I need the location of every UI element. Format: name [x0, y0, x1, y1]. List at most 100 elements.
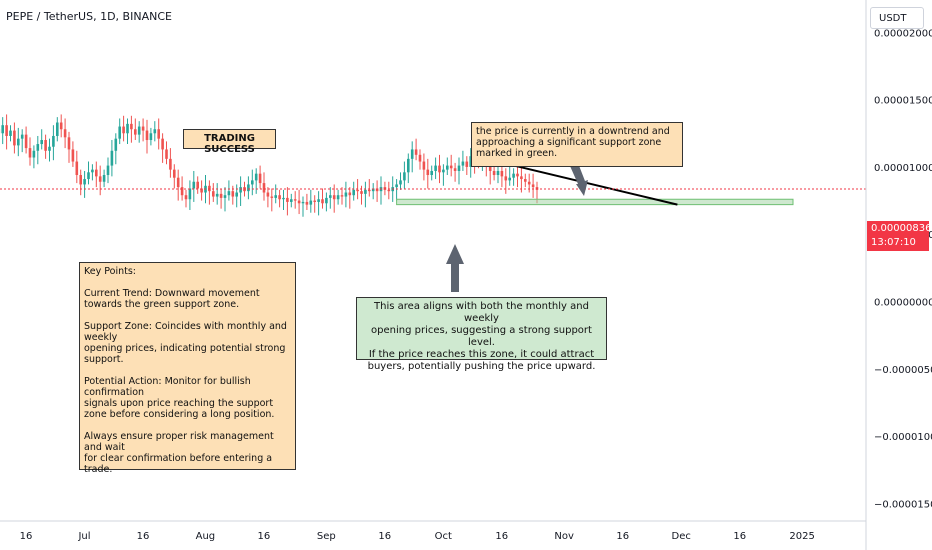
candle-body: [157, 129, 160, 139]
bar-countdown: 13:07:10: [871, 237, 916, 248]
candle: [141, 118, 145, 142]
candle: [254, 168, 258, 194]
candle: [196, 176, 199, 194]
candle: [71, 141, 75, 167]
candle-body: [500, 170, 504, 177]
candle-body: [5, 125, 8, 136]
candle: [418, 149, 422, 170]
candle: [20, 129, 24, 153]
candle: [102, 169, 106, 188]
candle: [317, 191, 320, 216]
candle: [192, 170, 196, 202]
currency-button[interactable]: USDT: [870, 7, 924, 29]
candle-body: [438, 165, 441, 173]
candle: [395, 179, 398, 201]
y-tick-label: 0.00001000: [874, 163, 932, 174]
candle-body: [180, 187, 184, 196]
candle: [13, 122, 16, 154]
candle: [262, 172, 266, 201]
candle: [446, 157, 449, 176]
candle: [449, 154, 453, 177]
candle-body: [20, 134, 24, 139]
candle-body: [153, 129, 157, 134]
candle: [414, 138, 418, 161]
candle-body: [176, 177, 180, 188]
candle: [348, 187, 352, 209]
candle-body: [508, 177, 511, 181]
candle: [438, 154, 441, 184]
candle-body: [52, 135, 55, 147]
candle: [375, 180, 379, 202]
candle: [67, 131, 71, 163]
candle-body: [44, 140, 47, 151]
candle: [364, 181, 367, 208]
candle: [126, 118, 129, 145]
candle: [469, 148, 472, 178]
candle-body: [235, 192, 238, 197]
candle: [165, 141, 168, 165]
x-tick-label: 16: [495, 531, 508, 542]
candle: [442, 164, 445, 186]
y-tick-label: 0.00001500: [874, 96, 932, 107]
candle-body: [71, 149, 75, 162]
candle-body: [457, 165, 461, 171]
candle-body: [67, 137, 71, 150]
candle: [340, 187, 344, 205]
candle: [410, 141, 414, 173]
candle: [17, 127, 20, 157]
candle-body: [63, 129, 67, 138]
candle-body: [313, 200, 316, 202]
candle: [40, 129, 43, 150]
candle: [500, 165, 504, 188]
candle: [321, 188, 324, 209]
candle: [184, 189, 188, 208]
candle-body: [1, 125, 4, 134]
candle: [91, 164, 94, 181]
y-tick-label: −0.00000500: [874, 365, 932, 376]
candle-body: [371, 188, 375, 192]
candle-body: [219, 193, 223, 198]
candle: [368, 179, 371, 197]
candle: [329, 187, 332, 209]
candle: [383, 181, 387, 196]
candle-body: [258, 173, 262, 184]
candle-body: [184, 195, 188, 200]
candle: [153, 121, 157, 142]
current-price-tag: 0.00000836 13:07:10: [867, 221, 932, 251]
candle-body: [418, 154, 422, 162]
candle: [95, 161, 98, 188]
candle: [453, 162, 457, 182]
candle-body: [227, 191, 231, 196]
candle-body: [165, 149, 168, 159]
candle: [106, 157, 110, 184]
candle-body: [32, 150, 36, 158]
candle: [286, 187, 289, 216]
candle-body: [520, 176, 523, 180]
candle-body: [118, 126, 121, 139]
candle-body: [102, 175, 106, 182]
candle-body: [223, 195, 227, 198]
candle: [75, 150, 79, 184]
candle: [516, 165, 519, 188]
candle-body: [134, 129, 137, 135]
candle: [32, 145, 36, 169]
candle-body: [161, 138, 164, 150]
candle: [28, 137, 32, 166]
candle: [297, 189, 301, 215]
candle: [227, 180, 231, 201]
candle-body: [75, 161, 79, 176]
candle: [301, 196, 305, 217]
candle: [114, 133, 118, 165]
candle-body: [173, 169, 176, 178]
candle: [9, 125, 12, 142]
candle-body: [512, 173, 515, 178]
candle-body: [87, 172, 90, 180]
candle-body: [426, 169, 430, 176]
current-price-value: 0.00000836: [871, 223, 932, 234]
x-tick-label: 16: [733, 531, 746, 542]
candle-body: [325, 197, 328, 204]
candle-body: [254, 173, 258, 181]
candle-body: [266, 192, 270, 197]
candle: [110, 140, 114, 177]
